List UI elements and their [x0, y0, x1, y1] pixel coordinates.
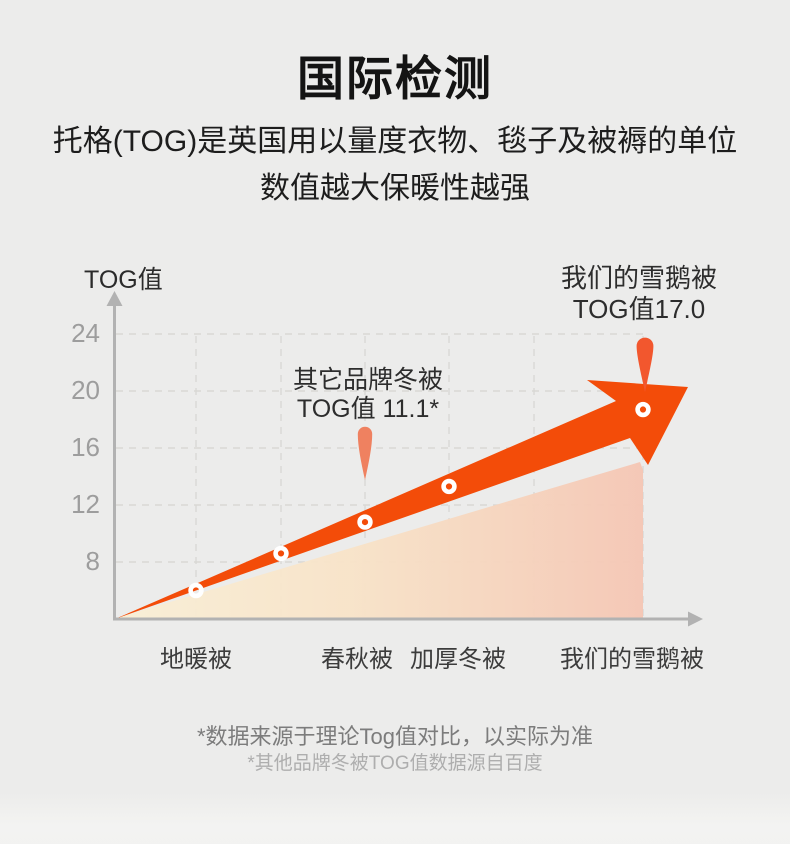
- trend-arrow-icon: [115, 380, 688, 619]
- y-axis-title: TOG值: [84, 266, 163, 294]
- footnote-primary: *数据来源于理论Tog值对比，以实际为准: [196, 724, 594, 749]
- subtitle-line-1: 托格(TOG)是英国用以量度衣物、毯子及被褥的单位: [52, 125, 738, 158]
- annotation-our-quilt-line-1: 我们的雪鹅被: [560, 263, 717, 293]
- annotation-other-brands-line-1: 其它品牌冬被: [292, 366, 443, 394]
- annotation-other-brands-line-2: TOG值 11.1*: [296, 395, 440, 423]
- subtitle: 托格(TOG)是英国用以量度衣物、毯子及被褥的单位 数值越大保暖性越强: [0, 118, 790, 212]
- annotation-other-brands: 其它品牌冬被 TOG值 11.1*: [238, 366, 498, 424]
- x-axis-label: 地暖被: [160, 646, 232, 673]
- area-fill: [116, 462, 643, 618]
- data-point-marker: [188, 582, 204, 599]
- y-tick-label: 16: [71, 432, 100, 462]
- data-point-marker: [273, 545, 289, 562]
- footnote-secondary: *其他品牌冬被TOG值数据源自百度: [247, 753, 543, 774]
- x-axis-label: 春秋被: [321, 646, 393, 673]
- subtitle-line-2: 数值越大保暖性越强: [260, 172, 530, 205]
- teardrop-marker-our-quilt-icon: [636, 337, 654, 392]
- data-point-marker: [635, 401, 651, 418]
- y-tick-label: 24: [71, 318, 100, 348]
- x-axis-label: 加厚冬被: [410, 646, 506, 673]
- x-axis-label: 我们的雪鹅被: [560, 646, 704, 673]
- y-tick-label: 8: [85, 546, 100, 576]
- y-axis-arrow-icon: [106, 291, 123, 306]
- annotation-our-quilt-line-2: TOG值17.0: [572, 294, 706, 324]
- annotation-our-quilt: 我们的雪鹅被 TOG值17.0: [509, 263, 769, 325]
- y-tick-label: 12: [71, 489, 100, 519]
- bottom-section-preview: [0, 792, 790, 844]
- page-title: 国际检测: [297, 52, 493, 105]
- data-point-marker: [441, 478, 457, 495]
- teardrop-marker-other-brands-icon: [357, 426, 373, 480]
- data-point-marker: [357, 514, 373, 530]
- data-points: [188, 401, 651, 599]
- x-axis-arrow-icon: [688, 611, 703, 627]
- y-tick-label: 20: [71, 375, 100, 405]
